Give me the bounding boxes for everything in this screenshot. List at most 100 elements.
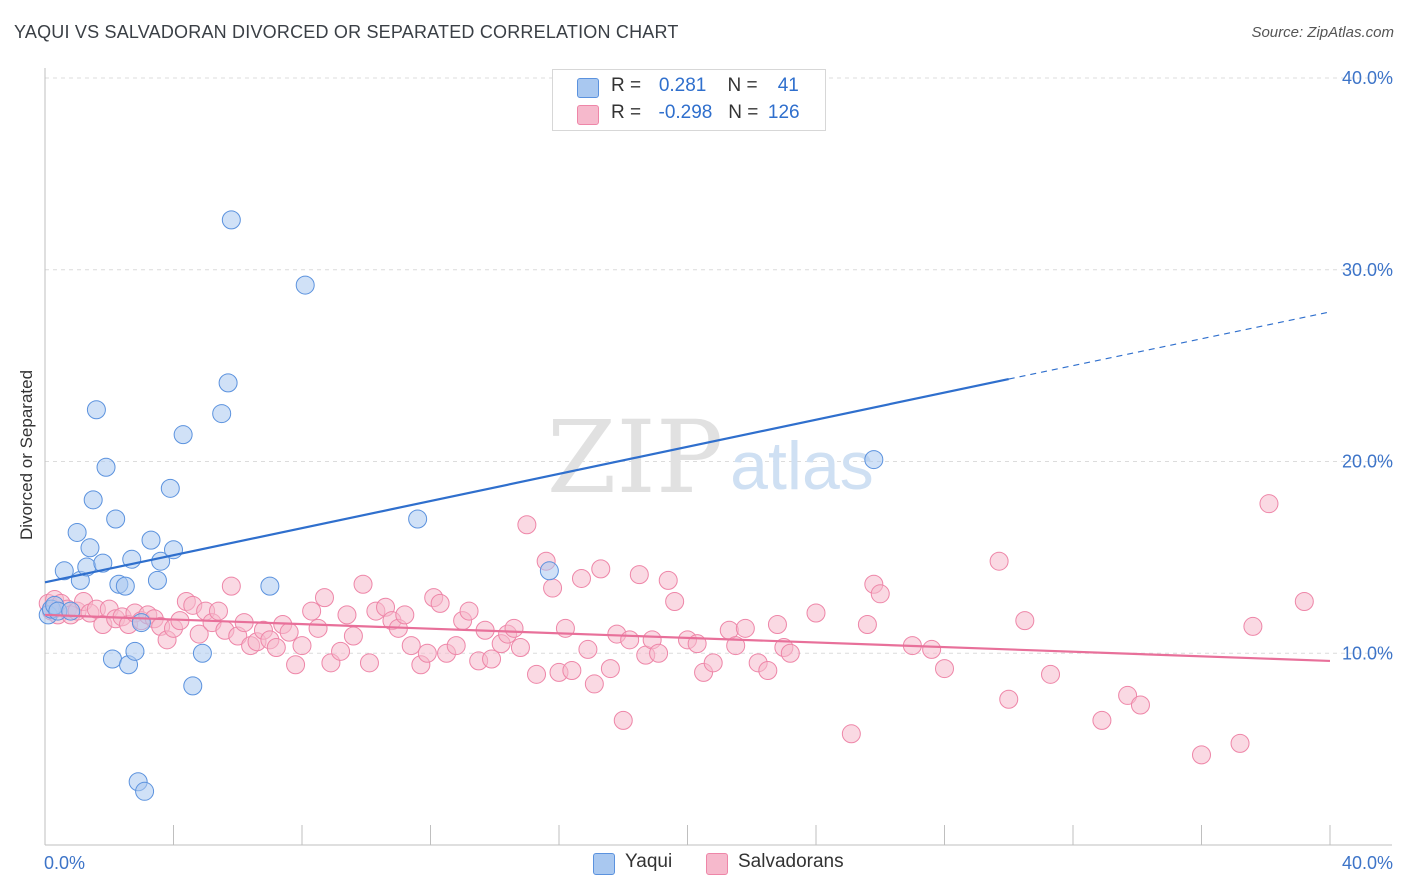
salvadoran-point-76: [543, 578, 563, 598]
yaqui-point-38: [539, 561, 559, 581]
yaqui-point-13: [96, 457, 116, 477]
chart-title: YAQUI VS SALVADORAN DIVORCED OR SEPARATE…: [14, 22, 679, 42]
salvadoran-point-50: [353, 574, 373, 594]
yaqui-points: [38, 210, 884, 801]
stats-legend: R = 0.281 N = 41 R = -0.298 N = 126: [552, 69, 826, 131]
y-tick-label-10: 10.0%: [1342, 643, 1393, 663]
salvadoran-point-92: [658, 570, 678, 590]
salvadoran-point-122: [1230, 733, 1250, 753]
salvadoran-point-80: [571, 568, 591, 588]
yaqui-point-30: [183, 676, 203, 696]
yaqui-point-6: [67, 522, 87, 542]
yaqui-point-36: [295, 275, 315, 295]
salvadoran-point-123: [1243, 616, 1263, 636]
salvadoran-point-63: [446, 636, 466, 656]
legend-swatch-yaqui: [577, 78, 599, 98]
salvadoran-point-105: [780, 643, 800, 663]
salvadoran-point-87: [620, 630, 640, 650]
yaqui-point-5: [61, 601, 81, 621]
salvadoran-point-51: [359, 653, 379, 673]
yaqui-point-24: [141, 530, 161, 550]
salvadoran-point-81: [578, 639, 598, 659]
watermark-atlas: atlas: [730, 428, 874, 504]
yaqui-point-25: [147, 570, 167, 590]
salvadoran-point-61: [430, 593, 450, 613]
salvadoran-trend-line: [44, 613, 1331, 663]
yaqui-point-10: [83, 490, 103, 510]
salvadoran-point-88: [629, 565, 649, 585]
legend-salvadoran-r-label: R =: [611, 102, 647, 123]
salvadoran-point-38: [266, 637, 286, 657]
salvadoran-point-47: [331, 641, 351, 661]
salvadoran-point-68: [482, 649, 502, 669]
yaqui-point-11: [86, 400, 106, 420]
salvadoran-point-112: [922, 639, 942, 659]
yaqui-point-32: [212, 404, 232, 424]
y-tick-label-40: 40.0%: [1342, 68, 1393, 88]
salvadoran-point-43: [302, 601, 322, 621]
yaqui-point-31: [192, 643, 212, 663]
salvadoran-point-29: [208, 601, 228, 621]
salvadoran-point-107: [841, 724, 861, 744]
y-tick-label-30: 30.0%: [1342, 260, 1393, 280]
yaqui-point-4: [54, 561, 74, 581]
salvadoran-point-100: [735, 618, 755, 638]
legend-swatch-salvadoran: [577, 105, 599, 125]
yaqui-point-15: [106, 509, 126, 529]
salvadoran-point-114: [989, 551, 1009, 571]
salvadoran-point-84: [600, 659, 620, 679]
salvadoran-point-118: [1092, 710, 1112, 730]
salvadoran-point-44: [308, 618, 328, 638]
salvadoran-point-56: [395, 605, 415, 625]
legend-salvadoran-text: R = -0.298 N = 126: [611, 102, 800, 124]
yaqui-trend-line: [44, 377, 1009, 584]
y-axis-label: Divorced or Separated: [17, 369, 36, 541]
salvadoran-point-48: [337, 605, 357, 625]
salvadoran-point-40: [279, 622, 299, 642]
legend-yaqui-r-label: R =: [611, 75, 647, 96]
salvadoran-point-119: [1118, 685, 1138, 705]
salvadoran-point-71: [504, 618, 524, 638]
yaqui-point-9: [80, 538, 100, 558]
tick-labels: 10.0% 20.0% 30.0% 40.0% 0.0% 40.0%: [44, 68, 1393, 873]
yaqui-point-20: [125, 641, 145, 661]
grid-lines: [45, 77, 1392, 654]
salvadoran-point-72: [510, 637, 530, 657]
salvadoran-point-86: [613, 710, 633, 730]
salvadoran-point-79: [562, 661, 582, 681]
bottom-legend-swatch-yaqui: [593, 853, 615, 875]
source-label: Source: ZipAtlas.com: [1251, 24, 1394, 41]
salvadoran-point-108: [857, 614, 877, 634]
y-tick-label-20: 20.0%: [1342, 452, 1393, 472]
legend-salvadoran-r-value: -0.298: [658, 102, 713, 123]
yaqui-point-22: [131, 613, 151, 633]
yaqui-point-23: [135, 781, 155, 801]
salvadoran-point-121: [1192, 745, 1211, 765]
salvadoran-point-93: [665, 591, 685, 611]
yaqui-point-17: [115, 576, 135, 596]
bottom-legend-label-salvadoran: Salvadorans: [738, 851, 844, 872]
salvadoran-point-49: [343, 626, 363, 646]
yaqui-point-12: [93, 553, 113, 573]
yaqui-point-39: [864, 450, 884, 470]
yaqui-point-29: [173, 425, 193, 445]
legend-yaqui-n-label: N =: [727, 75, 763, 96]
salvadoran-point-59: [417, 643, 437, 663]
salvadoran-point-125: [1294, 591, 1314, 611]
salvadoran-point-26: [189, 624, 209, 644]
salvadoran-point-117: [1041, 664, 1061, 684]
yaqui-point-14: [102, 649, 122, 669]
salvadoran-point-124: [1259, 494, 1279, 514]
salvadoran-point-102: [758, 661, 778, 681]
salvadoran-point-116: [1015, 611, 1035, 631]
salvadoran-point-73: [517, 515, 537, 535]
yaqui-trend-extension: [1008, 311, 1331, 380]
salvadoran-point-83: [591, 559, 611, 579]
yaqui-point-35: [260, 576, 280, 596]
salvadoran-point-31: [221, 576, 241, 596]
salvadoran-point-45: [314, 588, 334, 608]
salvadoran-point-91: [649, 643, 669, 663]
salvadoran-point-103: [767, 614, 787, 634]
legend-yaqui-text: R = 0.281 N = 41: [611, 75, 799, 97]
